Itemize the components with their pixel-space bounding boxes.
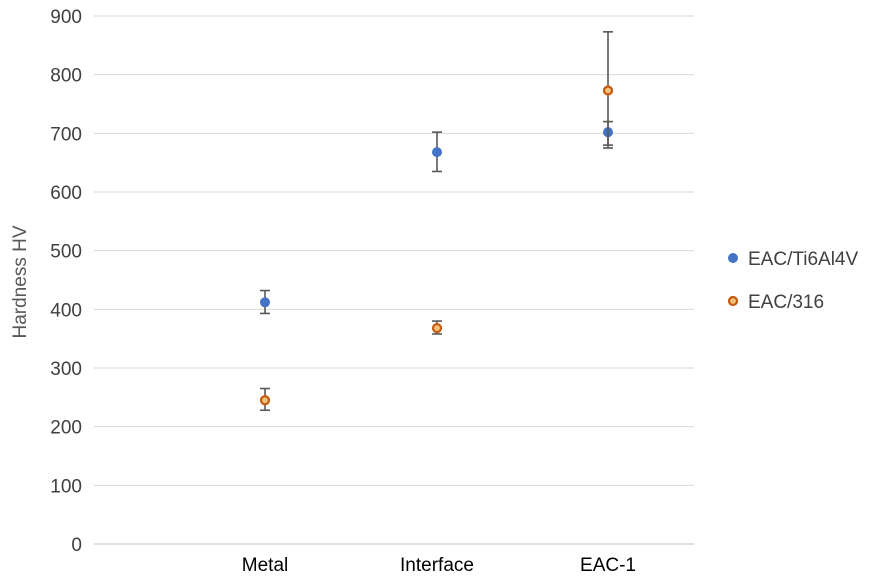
x-category-label: EAC-1 xyxy=(580,555,636,576)
y-tick-label: 800 xyxy=(50,66,82,87)
y-tick-label: 300 xyxy=(50,359,82,380)
y-axis-title: Hardness HV xyxy=(10,225,31,338)
data-series xyxy=(259,31,614,412)
y-tick-label: 700 xyxy=(50,124,82,145)
legend-label: EAC/Ti6Al4V xyxy=(748,249,858,270)
y-tick-label: 600 xyxy=(50,183,82,204)
data-point xyxy=(432,147,442,158)
data-point xyxy=(259,395,271,406)
y-tick-label: 200 xyxy=(50,418,82,439)
y-tick-label: 400 xyxy=(50,300,82,321)
y-tick-label: 500 xyxy=(50,242,82,263)
gridlines xyxy=(94,15,694,486)
legend-marker xyxy=(727,295,739,307)
y-tick-labels: 0 100 200 300 400 500 600 700 800 900 xyxy=(50,7,82,556)
series-ti6al4v xyxy=(260,120,613,315)
y-tick-label: 100 xyxy=(50,476,82,497)
legend: EAC/Ti6Al4V EAC/316 xyxy=(727,249,858,313)
x-category-label: Interface xyxy=(400,555,474,576)
x-category-labels: Metal Interface EAC-1 xyxy=(242,555,636,576)
x-category-label: Metal xyxy=(242,555,288,576)
legend-item: EAC/Ti6Al4V xyxy=(728,249,858,270)
data-point xyxy=(260,297,270,308)
data-point xyxy=(431,323,443,334)
legend-marker xyxy=(728,253,738,263)
y-tick-label: 900 xyxy=(50,7,82,28)
series-316 xyxy=(259,31,614,412)
data-point xyxy=(602,85,614,96)
legend-item: EAC/316 xyxy=(727,292,824,313)
y-tick-label: 0 xyxy=(71,535,82,556)
legend-label: EAC/316 xyxy=(748,292,824,313)
